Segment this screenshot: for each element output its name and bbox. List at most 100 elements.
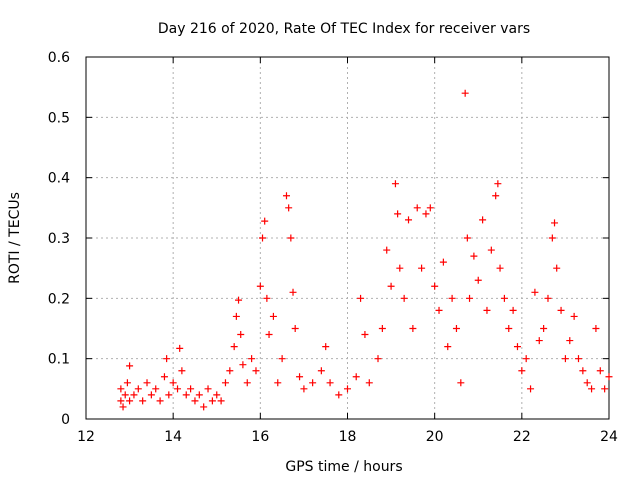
y-tick-label: 0.3: [48, 231, 70, 247]
data-point: [540, 325, 548, 332]
data-point: [500, 294, 508, 302]
y-tick-label: 0: [61, 412, 70, 428]
data-point: [396, 264, 404, 272]
data-point: [435, 306, 443, 314]
data-point: [287, 234, 295, 242]
data-point: [274, 379, 282, 387]
data-point: [200, 403, 208, 411]
data-point: [387, 282, 395, 290]
data-point: [269, 312, 277, 320]
data-point: [361, 331, 369, 339]
data-point: [596, 367, 604, 375]
y-tick-label: 0.1: [48, 352, 70, 368]
x-axis-label: GPS time / hours: [285, 459, 402, 475]
data-point: [553, 264, 561, 272]
data-point: [461, 89, 469, 97]
x-tick-label: 20: [426, 429, 444, 445]
data-point: [285, 204, 293, 212]
data-point: [226, 367, 234, 375]
data-point: [263, 294, 271, 302]
data-point: [187, 385, 195, 393]
data-point: [431, 282, 439, 290]
data-point: [252, 367, 260, 375]
data-point: [130, 391, 138, 399]
data-point: [457, 379, 465, 387]
data-point: [383, 246, 391, 254]
data-point: [278, 355, 286, 363]
data-point: [204, 385, 212, 393]
axis-ticks: [85, 56, 610, 420]
data-points: [117, 89, 613, 411]
data-point: [365, 379, 373, 387]
y-tick-label: 0.6: [48, 50, 70, 66]
data-point: [527, 385, 535, 393]
data-point: [160, 373, 168, 381]
data-point: [505, 325, 513, 332]
data-point: [391, 180, 399, 188]
data-point: [248, 355, 256, 363]
data-point: [557, 306, 565, 314]
x-tick-label: 24: [600, 429, 618, 445]
data-point: [152, 385, 160, 393]
x-tick-labels: 12 14 16 18 20 22 24: [77, 429, 618, 445]
y-tick-label: 0.2: [48, 291, 70, 307]
data-point: [583, 379, 591, 387]
data-point: [256, 282, 264, 290]
data-point: [422, 210, 430, 218]
x-tick-label: 14: [164, 429, 182, 445]
y-tick-labels: 0 0.1 0.2 0.3 0.4 0.5 0.6: [48, 50, 70, 428]
data-point: [326, 379, 334, 387]
data-point: [548, 234, 556, 242]
data-point: [296, 373, 304, 381]
data-point: [169, 379, 177, 387]
data-point: [588, 385, 596, 393]
data-point: [570, 312, 578, 320]
data-point: [213, 391, 221, 399]
data-point: [191, 397, 199, 405]
data-point: [426, 204, 434, 212]
data-point: [463, 234, 471, 242]
data-point: [176, 344, 184, 352]
data-point: [378, 325, 386, 332]
y-axis-label: ROTI / TECUs: [7, 192, 23, 284]
data-point: [163, 355, 171, 363]
data-point: [300, 385, 308, 393]
data-point: [282, 192, 290, 200]
y-tick-label: 0.5: [48, 110, 70, 126]
data-point: [592, 325, 600, 332]
data-point: [513, 343, 521, 351]
data-point: [561, 355, 569, 363]
data-point: [470, 252, 478, 260]
data-point: [174, 385, 182, 393]
grid-lines: [86, 57, 609, 419]
data-point: [509, 306, 517, 314]
x-tick-label: 18: [339, 429, 357, 445]
data-point: [413, 204, 421, 212]
data-point: [335, 391, 343, 399]
data-point: [535, 337, 543, 345]
data-point: [357, 294, 365, 302]
data-point: [232, 312, 240, 320]
data-point: [156, 397, 164, 405]
data-point: [448, 294, 456, 302]
data-point: [317, 367, 325, 375]
data-point: [117, 385, 125, 393]
data-point: [208, 397, 216, 405]
data-point: [291, 325, 299, 332]
data-point: [544, 294, 552, 302]
data-point: [126, 397, 134, 405]
data-point: [239, 361, 247, 369]
data-point: [492, 192, 500, 200]
data-point: [601, 385, 609, 393]
data-point: [374, 355, 382, 363]
data-point: [230, 343, 238, 351]
data-point: [566, 337, 574, 345]
data-point: [551, 219, 559, 227]
data-point: [237, 331, 245, 339]
data-point: [400, 294, 408, 302]
data-point: [119, 403, 127, 411]
data-point: [134, 385, 142, 393]
data-point: [494, 180, 502, 188]
data-point: [474, 276, 482, 284]
